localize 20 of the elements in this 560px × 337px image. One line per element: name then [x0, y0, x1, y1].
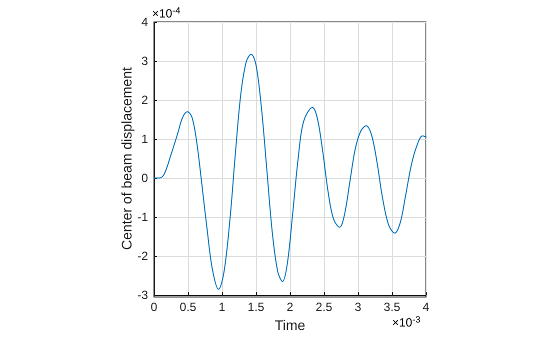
y-tick-label: 1: [141, 132, 148, 146]
y-tick-label: 3: [141, 54, 148, 68]
x-axis-title: Time: [274, 317, 306, 333]
x-tick-label: 1: [218, 300, 226, 314]
y-tick-label: 0: [141, 171, 148, 186]
line-series: [154, 54, 426, 290]
y-tick-label: -2: [137, 249, 148, 264]
x-tick-label: 2.5: [316, 300, 333, 314]
x-tick-label: 4: [422, 300, 430, 314]
x-tick-label: 3.5: [384, 300, 401, 314]
y-tick-label: -1: [137, 210, 148, 224]
x-tick-label: 3: [354, 300, 362, 314]
y-tick-label: -3: [137, 288, 148, 302]
x-tick-label: 0.5: [180, 300, 197, 314]
x-tick-label: 2: [286, 300, 294, 314]
y-tick-label: 2: [141, 93, 148, 108]
x-tick-label: 0: [150, 300, 158, 314]
y-tick-label: 4: [141, 15, 148, 29]
y-axis-title: Center of beam displacement: [118, 67, 134, 250]
x-tick-label: 1.5: [248, 300, 265, 314]
